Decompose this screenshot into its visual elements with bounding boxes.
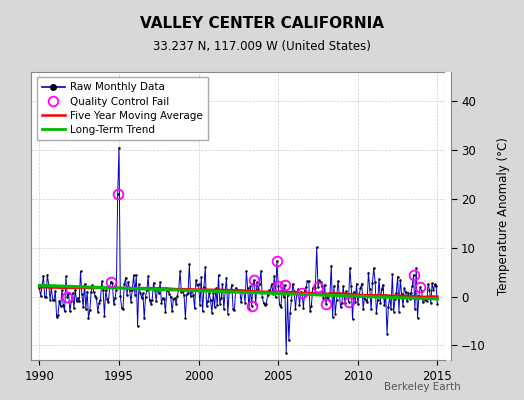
Legend: Raw Monthly Data, Quality Control Fail, Five Year Moving Average, Long-Term Tren: Raw Monthly Data, Quality Control Fail, … (37, 77, 208, 140)
Text: 33.237 N, 117.009 W (United States): 33.237 N, 117.009 W (United States) (153, 40, 371, 53)
Text: Berkeley Earth: Berkeley Earth (385, 382, 461, 392)
Y-axis label: Temperature Anomaly (°C): Temperature Anomaly (°C) (497, 137, 510, 295)
Text: VALLEY CENTER CALIFORNIA: VALLEY CENTER CALIFORNIA (140, 16, 384, 31)
